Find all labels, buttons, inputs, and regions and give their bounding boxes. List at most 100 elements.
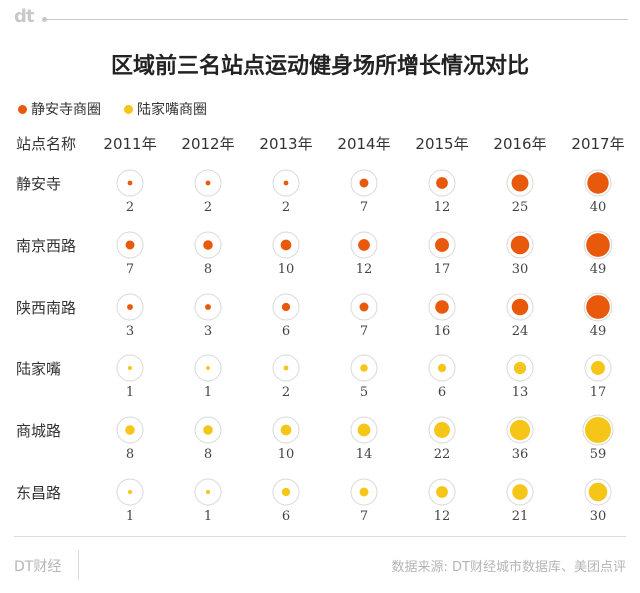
bubble [203, 240, 213, 250]
bubble [357, 423, 371, 437]
bubble [434, 422, 450, 438]
bubble [511, 174, 529, 192]
bubble [360, 364, 368, 372]
bubble [359, 487, 369, 497]
value-label: 7 [126, 262, 134, 277]
value-label: 1 [126, 385, 134, 400]
bubble [436, 486, 448, 498]
value-label: 24 [512, 324, 529, 339]
value-label: 2 [282, 385, 290, 400]
legend-item-jingansi: 静安寺商圈 [18, 99, 101, 119]
value-label: 21 [512, 509, 529, 524]
value-label: 2 [282, 200, 290, 215]
bubble [283, 180, 289, 186]
value-label: 12 [434, 200, 451, 215]
value-label: 1 [126, 509, 134, 524]
footer-source: 数据来源: DT财经城市数据库、美团点评 [391, 560, 626, 575]
dt-logo: dt [14, 6, 34, 27]
legend-label: 静安寺商圈 [31, 102, 101, 118]
bubble [591, 361, 605, 375]
bubble [510, 235, 530, 255]
value-label: 49 [590, 324, 607, 339]
bubble [283, 365, 289, 371]
legend-item-lujiazui: 陆家嘴商圈 [124, 99, 207, 119]
year-label: 2015年 [415, 135, 468, 153]
value-label: 16 [434, 324, 451, 339]
year-label: 2012年 [181, 135, 234, 153]
value-label: 10 [278, 262, 295, 277]
value-label: 3 [126, 324, 134, 339]
bubble [437, 363, 447, 373]
bubble [206, 366, 210, 370]
bubble [511, 298, 529, 316]
value-label: 2 [126, 200, 134, 215]
bubble [205, 180, 211, 186]
year-label: 2016年 [493, 135, 546, 153]
value-label: 5 [360, 385, 368, 400]
bubble [586, 233, 610, 257]
value-label: 59 [590, 447, 607, 462]
legend-dot-orange [18, 104, 27, 114]
value-label: 25 [512, 200, 529, 215]
value-label: 6 [438, 385, 446, 400]
value-label: 2 [204, 200, 212, 215]
value-label: 12 [434, 509, 451, 524]
bubble [125, 425, 135, 435]
value-label: 30 [590, 509, 607, 524]
bubble [281, 302, 291, 312]
value-label: 8 [204, 447, 212, 462]
value-label: 49 [590, 262, 607, 277]
bubble [280, 424, 292, 436]
year-label: 2017年 [571, 135, 624, 153]
row-header-label: 站点名称 [16, 135, 76, 153]
value-label: 6 [282, 324, 290, 339]
site-label: 陆家嘴 [16, 360, 61, 378]
bubble [128, 366, 132, 370]
value-label: 14 [356, 447, 373, 462]
value-label: 8 [126, 447, 134, 462]
site-label: 静安寺 [16, 175, 61, 193]
site-label: 东昌路 [16, 484, 61, 502]
bubble [436, 177, 448, 189]
chart-title: 区域前三名站点运动健身场所增长情况对比 [110, 54, 529, 79]
bubble [435, 238, 449, 252]
site-label: 南京西路 [16, 237, 76, 255]
bubble [281, 487, 291, 497]
bubble [359, 302, 369, 312]
value-label: 7 [360, 324, 368, 339]
top-bar: dt [0, 0, 640, 40]
value-label: 3 [204, 324, 212, 339]
value-label: 17 [434, 262, 451, 277]
value-label: 1 [204, 509, 212, 524]
bubble [280, 239, 292, 251]
bubble [585, 417, 611, 443]
bubble [588, 482, 608, 502]
footer-separator [78, 550, 79, 580]
year-label: 2011年 [103, 135, 156, 153]
value-label: 30 [512, 262, 529, 277]
legend-label: 陆家嘴商圈 [137, 102, 207, 118]
value-label: 17 [590, 385, 607, 400]
value-label: 7 [360, 509, 368, 524]
value-label: 8 [204, 262, 212, 277]
top-divider [44, 19, 628, 20]
bubble [512, 484, 528, 500]
bubble [435, 300, 449, 314]
bubble [509, 419, 531, 441]
bubble [587, 172, 609, 194]
value-label: 40 [590, 200, 607, 215]
footer-divider [14, 536, 626, 537]
value-label: 36 [512, 447, 529, 462]
bubble [513, 361, 527, 375]
year-label: 2013年 [259, 135, 312, 153]
value-label: 13 [512, 385, 529, 400]
bubble [206, 490, 210, 494]
bubble [127, 304, 133, 310]
bubble [127, 180, 133, 186]
site-label: 商城路 [16, 422, 61, 440]
value-label: 7 [360, 200, 368, 215]
value-label: 12 [356, 262, 373, 277]
bubble [358, 239, 370, 251]
bubble [359, 178, 369, 188]
bubble [125, 240, 135, 250]
